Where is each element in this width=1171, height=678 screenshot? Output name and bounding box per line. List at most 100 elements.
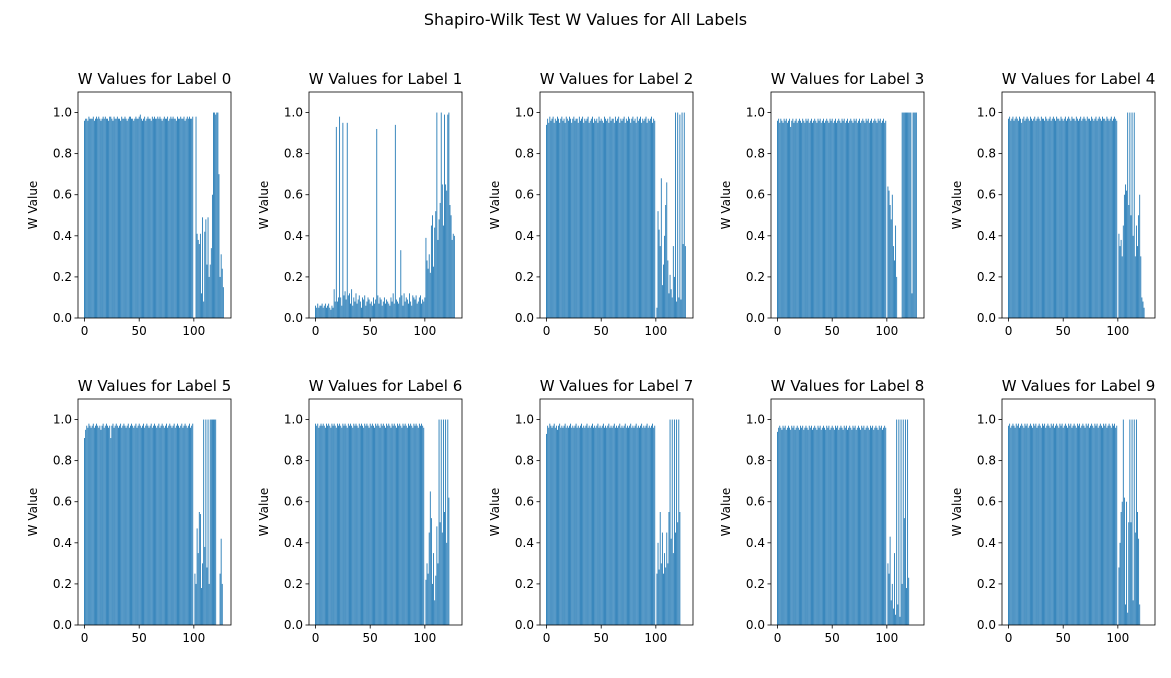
bar xyxy=(794,120,796,318)
bar xyxy=(632,425,634,625)
subplot-title: W Values for Label 3 xyxy=(771,70,925,88)
bar xyxy=(569,116,570,319)
bar xyxy=(1140,256,1142,318)
bar xyxy=(824,427,825,625)
bar xyxy=(336,423,338,625)
bar xyxy=(679,512,681,625)
bar xyxy=(607,118,609,319)
bar xyxy=(676,301,678,318)
bar xyxy=(145,425,147,625)
y-axis-label: W Value xyxy=(719,181,733,230)
bar xyxy=(783,427,785,625)
bar xyxy=(777,431,778,625)
bar xyxy=(437,239,439,318)
bar xyxy=(1079,118,1081,319)
bar xyxy=(137,118,139,319)
bar xyxy=(1113,118,1114,319)
bar xyxy=(107,118,108,319)
bar xyxy=(357,427,359,625)
bar xyxy=(324,303,326,318)
bar xyxy=(631,427,633,625)
bar xyxy=(806,427,808,625)
bar xyxy=(1022,118,1024,319)
bar xyxy=(570,423,572,625)
bar xyxy=(124,425,126,625)
bar xyxy=(1132,235,1134,318)
bar xyxy=(668,293,670,318)
y-tick-label: 0.8 xyxy=(53,147,72,161)
bar xyxy=(346,427,348,625)
bar xyxy=(1111,120,1113,318)
bar xyxy=(1120,239,1122,318)
bar xyxy=(567,120,569,318)
bar xyxy=(332,425,334,625)
bar xyxy=(628,427,629,625)
bar xyxy=(331,423,333,625)
bar xyxy=(1044,120,1046,318)
bar xyxy=(181,118,183,319)
bar xyxy=(389,425,391,625)
bar xyxy=(1121,501,1123,625)
bar xyxy=(786,122,788,318)
bar xyxy=(793,425,795,625)
bar xyxy=(626,120,628,318)
bar xyxy=(1020,425,1022,625)
bar xyxy=(1071,427,1073,625)
bar xyxy=(547,118,549,319)
y-tick-label: 0.6 xyxy=(746,495,765,509)
bar xyxy=(602,423,604,625)
bar xyxy=(393,423,395,625)
bar xyxy=(436,112,438,318)
bar xyxy=(395,299,397,318)
bar xyxy=(614,116,616,319)
bar xyxy=(1075,427,1077,625)
bar xyxy=(610,120,612,318)
bar xyxy=(875,425,877,625)
bar xyxy=(205,219,207,318)
bar xyxy=(843,425,845,625)
bar xyxy=(425,237,427,318)
bar xyxy=(1015,423,1017,625)
bar xyxy=(1110,116,1112,319)
bar xyxy=(605,118,606,319)
bar xyxy=(880,425,882,625)
bar xyxy=(577,425,579,625)
bar xyxy=(1059,423,1061,625)
bar xyxy=(91,118,93,319)
bar xyxy=(612,425,614,625)
bar xyxy=(1097,427,1099,625)
bar xyxy=(578,116,580,319)
bar xyxy=(1104,425,1106,625)
bar xyxy=(887,186,889,318)
bar xyxy=(816,122,818,318)
bar xyxy=(1016,118,1018,319)
bar xyxy=(648,425,650,625)
y-axis-label: W Value xyxy=(26,488,40,537)
bar xyxy=(1022,425,1024,625)
bar xyxy=(1134,532,1136,625)
bar xyxy=(112,120,114,318)
bar xyxy=(559,122,561,318)
bar xyxy=(580,425,581,625)
bar xyxy=(369,423,371,625)
bar xyxy=(134,425,136,625)
bar xyxy=(1042,118,1043,319)
subplot-title: W Values for Label 1 xyxy=(309,70,463,88)
bar xyxy=(815,427,817,625)
bar xyxy=(1066,425,1067,625)
bar xyxy=(137,425,139,625)
bar xyxy=(195,116,197,319)
bar xyxy=(680,299,682,318)
bar xyxy=(1135,419,1137,625)
bar xyxy=(339,423,341,625)
bar xyxy=(190,118,191,319)
bar xyxy=(653,427,655,625)
y-tick-label: 0.2 xyxy=(515,270,534,284)
y-tick-label: 0.8 xyxy=(977,147,996,161)
bar xyxy=(423,427,425,625)
bar xyxy=(1047,120,1049,318)
bar xyxy=(903,112,905,318)
bar xyxy=(451,239,453,318)
bar xyxy=(877,118,879,319)
bar xyxy=(1011,118,1013,319)
